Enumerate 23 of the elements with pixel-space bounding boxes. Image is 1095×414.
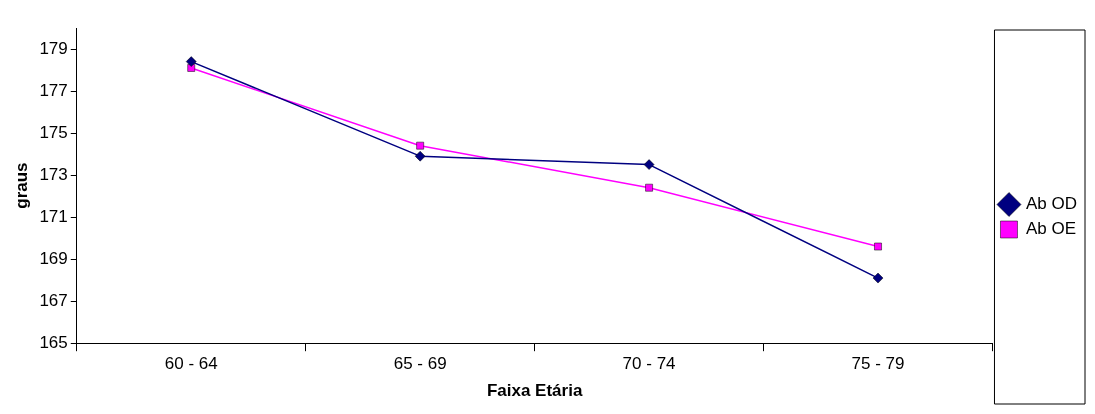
y-tick-label: 169 — [39, 248, 68, 268]
legend-label: Ab OE — [1025, 219, 1077, 239]
x-tick-label: 75 - 79 — [851, 354, 905, 374]
point — [872, 272, 884, 284]
point — [645, 183, 653, 192]
point — [416, 141, 424, 150]
y-axis-title: graus — [11, 162, 31, 209]
point — [874, 242, 882, 251]
legend-label: Ab OD — [1025, 194, 1078, 214]
y-tick-label: 173 — [39, 164, 68, 184]
x-tick-label: 70 - 74 — [622, 354, 676, 374]
y-tick-label: 165 — [39, 332, 68, 352]
point — [643, 159, 655, 170]
x-axis-title: Faixa Etária — [486, 381, 583, 401]
x-tick-label: 65 - 69 — [393, 354, 447, 374]
y-tick-label: 179 — [39, 38, 68, 58]
y-tick-label: 177 — [39, 80, 68, 100]
y-tick-label: 175 — [39, 122, 68, 142]
point — [185, 56, 197, 67]
x-tick-label: 60 - 64 — [164, 354, 218, 374]
y-tick-label: 167 — [39, 290, 68, 310]
point — [414, 150, 426, 162]
y-tick-label: 171 — [39, 206, 68, 226]
